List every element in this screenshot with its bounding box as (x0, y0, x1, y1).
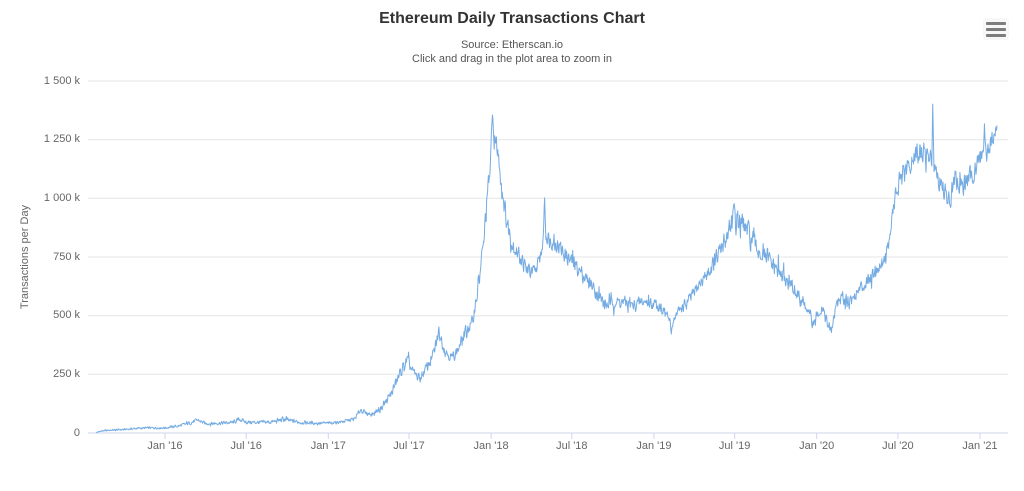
hamburger-bar (986, 27, 1006, 31)
y-axis-label: 1 250 k (43, 133, 80, 146)
series-line (95, 103, 998, 434)
hamburger-bar (986, 33, 1006, 37)
y-axis-label: 250 k (53, 367, 80, 380)
x-axis-label: Jan '19 (636, 440, 672, 452)
x-axis-label: Jan '16 (147, 440, 183, 452)
x-axis-label: Jul '17 (393, 440, 425, 452)
chart-zoom-hint: Click and drag in the plot area to zoom … (412, 53, 612, 65)
chart-source-subtitle: Source: Etherscan.io (460, 39, 564, 51)
x-axis-label: Jan '18 (473, 440, 509, 452)
y-axis-label: 1 500 k (43, 74, 80, 87)
x-axis-label: Jan '20 (799, 440, 835, 452)
x-axis-label: Jul '20 (882, 440, 914, 452)
y-axis-label: 750 k (53, 250, 80, 263)
x-axis-label: Jul '16 (230, 440, 262, 452)
x-axis-label: Jan '17 (310, 440, 346, 452)
x-axis-label: Jul '19 (718, 440, 751, 452)
y-axis-label: 500 k (53, 309, 80, 322)
y-axis-label: 1 000 k (43, 191, 80, 204)
x-axis-label: Jan '21 (962, 440, 998, 452)
x-axis-label: Jul '18 (556, 440, 588, 452)
hamburger-icon[interactable] (983, 18, 1009, 40)
y-axis-label: 0 (73, 426, 80, 439)
plot-area[interactable] (88, 81, 1008, 433)
chart-title: Ethereum Daily Transactions Chart (379, 10, 645, 27)
hamburger-bar (986, 21, 1006, 25)
